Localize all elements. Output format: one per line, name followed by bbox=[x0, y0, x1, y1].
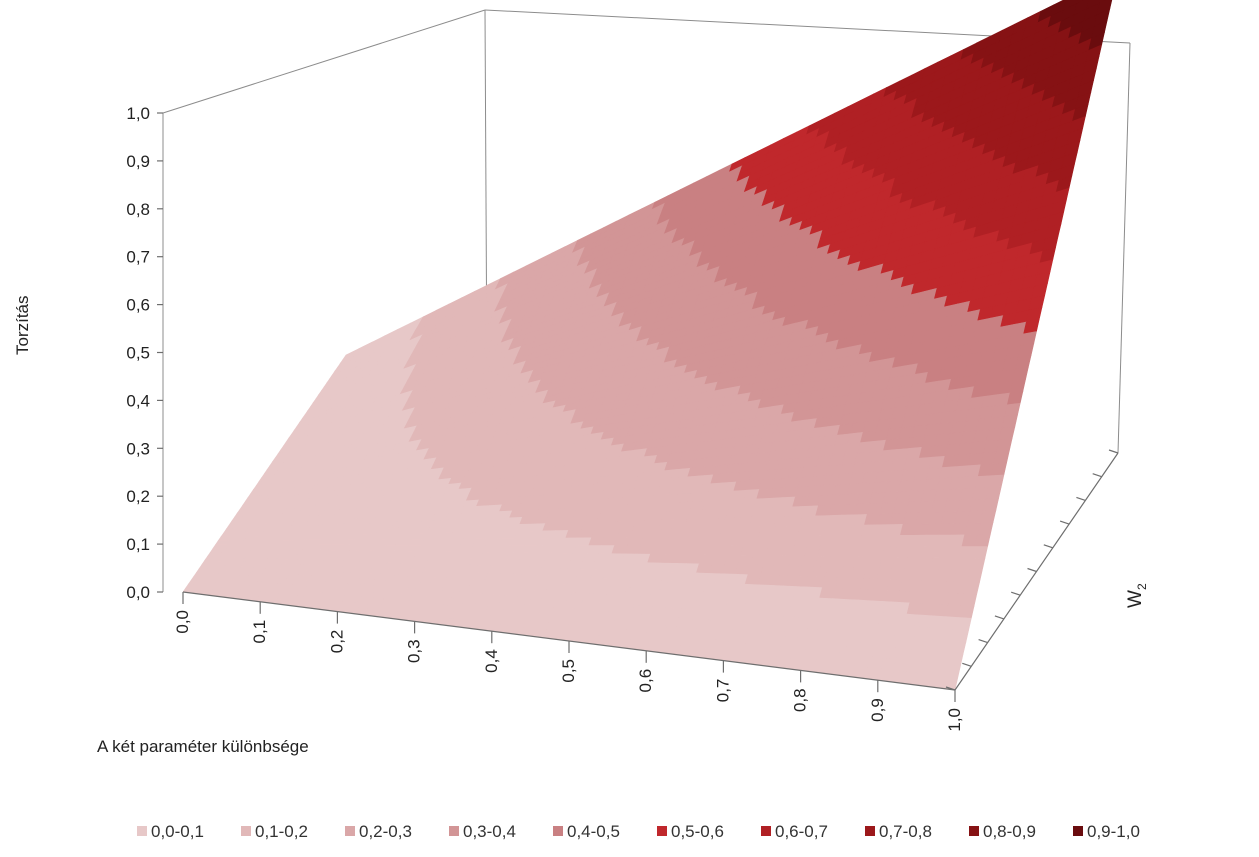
legend-label: 0,6-0,7 bbox=[775, 822, 828, 841]
w2-tick-mark bbox=[1043, 544, 1053, 549]
legend-swatch bbox=[969, 826, 979, 836]
surface-cell bbox=[947, 652, 964, 667]
legend-label: 0,0-0,1 bbox=[151, 822, 204, 841]
legend-item: 0,6-0,7 bbox=[761, 822, 828, 841]
legend-label: 0,8-0,9 bbox=[983, 822, 1036, 841]
legend-item: 0,5-0,6 bbox=[657, 822, 724, 841]
w2-tick-mark bbox=[945, 686, 956, 691]
legend-swatch bbox=[657, 826, 667, 836]
w2-axis-title-subscript: 2 bbox=[1135, 583, 1149, 590]
surface-cell bbox=[996, 438, 1013, 453]
surface-cell bbox=[952, 628, 969, 643]
z-tick-label: 0,0 bbox=[126, 583, 150, 602]
surface-cell bbox=[993, 450, 1010, 465]
surface-cell bbox=[982, 498, 999, 512]
w2-tick-mark bbox=[1027, 567, 1037, 573]
w2-tick-mark bbox=[978, 639, 988, 644]
z-tick-label: 0,2 bbox=[126, 487, 150, 506]
x-tick-label: 0,4 bbox=[482, 649, 501, 673]
z-axis: 0,0 0,1 0,2 0,3 0,4 0,5 0,6 0,7 0,8 0,9 1,0 bbox=[126, 104, 163, 602]
z-tick-label: 0,9 bbox=[126, 152, 150, 171]
w2-tick-mark bbox=[1076, 496, 1086, 501]
z-tick-label: 0,5 bbox=[126, 344, 150, 363]
legend-item: 0,8-0,9 bbox=[969, 822, 1036, 841]
surface-plot bbox=[182, 0, 1113, 691]
legend-item: 0,4-0,5 bbox=[553, 822, 620, 841]
legend-item: 0,0-0,1 bbox=[137, 822, 204, 841]
surface-cell bbox=[974, 534, 991, 547]
legend-swatch bbox=[761, 826, 771, 836]
x-axis: 0,0 0,1 0,2 0,3 0,4 0,5 0,6 0,7 0,8 0,9 1,0 bbox=[173, 591, 964, 732]
x-tick-label: 0,5 bbox=[559, 659, 578, 683]
surface-cell bbox=[944, 664, 961, 679]
legend-label: 0,4-0,5 bbox=[567, 822, 620, 841]
legend-label: 0,7-0,8 bbox=[879, 822, 932, 841]
z-tick-label: 0,6 bbox=[126, 296, 150, 315]
surface-cell bbox=[960, 593, 978, 607]
legend-label: 0,2-0,3 bbox=[359, 822, 412, 841]
w2-tick-mark bbox=[1059, 520, 1070, 525]
x-tick-label: 0,1 bbox=[250, 620, 269, 644]
legend-label: 0,3-0,4 bbox=[463, 822, 516, 841]
surface-cell bbox=[971, 546, 988, 559]
legend-swatch bbox=[137, 826, 147, 836]
w2-axis bbox=[945, 449, 1119, 691]
w2-tick-mark bbox=[962, 662, 972, 667]
legend-swatch bbox=[553, 826, 563, 836]
z-tick-label: 0,4 bbox=[126, 391, 150, 410]
surface-cell bbox=[987, 474, 1005, 488]
surface-cell bbox=[949, 640, 967, 655]
surface-cell bbox=[1006, 390, 1024, 406]
surface-cell bbox=[998, 426, 1016, 441]
w2-tick-mark bbox=[1092, 473, 1102, 478]
x-tick-label: 0,3 bbox=[405, 639, 424, 663]
legend-swatch bbox=[1073, 826, 1083, 836]
legend-item: 0,7-0,8 bbox=[865, 822, 932, 841]
x-tick-label: 1,0 bbox=[945, 708, 964, 732]
w2-axis-title-main: W bbox=[1125, 590, 1146, 608]
surface-cell bbox=[968, 558, 986, 571]
legend-swatch bbox=[449, 826, 459, 836]
legend-item: 0,9-1,0 bbox=[1073, 822, 1140, 841]
x-tick-label: 0,8 bbox=[791, 688, 810, 712]
w2-tick-mark bbox=[994, 615, 1005, 620]
z-tick-label: 0,3 bbox=[126, 439, 150, 458]
legend-label: 0,5-0,6 bbox=[671, 822, 724, 841]
w2-axis-title: W 2 bbox=[1125, 583, 1149, 608]
x-tick-label: 0,0 bbox=[173, 610, 192, 634]
surface-cell bbox=[955, 617, 972, 631]
surface-cell bbox=[979, 510, 997, 524]
legend-swatch bbox=[345, 826, 355, 836]
z-tick-label: 0,1 bbox=[126, 535, 150, 554]
surface-cell bbox=[966, 569, 983, 583]
surface-cell bbox=[990, 462, 1007, 477]
x-axis-title: A két paraméter különbsége bbox=[97, 737, 309, 756]
surface-cell bbox=[985, 486, 1002, 500]
x-tick-label: 0,7 bbox=[713, 679, 732, 703]
legend-item: 0,3-0,4 bbox=[449, 822, 516, 841]
z-axis-title: Torzítás bbox=[13, 295, 32, 355]
legend-swatch bbox=[241, 826, 251, 836]
legend: 0,0-0,1 0,1-0,2 0,2-0,3 0,3-0,4 0,4-0,5 0,5-0… bbox=[137, 822, 1140, 841]
legend-swatch bbox=[865, 826, 875, 836]
w2-tick-mark bbox=[1011, 591, 1021, 596]
surface-cell bbox=[963, 581, 980, 595]
legend-label: 0,1-0,2 bbox=[255, 822, 308, 841]
x-tick-label: 0,2 bbox=[327, 630, 346, 654]
w2-tick-mark bbox=[1108, 449, 1119, 454]
z-tick-label: 0,7 bbox=[126, 248, 150, 267]
legend-label: 0,9-1,0 bbox=[1087, 822, 1140, 841]
legend-item: 0,2-0,3 bbox=[345, 822, 412, 841]
surface-cell bbox=[977, 522, 994, 536]
z-tick-label: 1,0 bbox=[126, 104, 150, 123]
surface-cell bbox=[1004, 402, 1021, 417]
legend-item: 0,1-0,2 bbox=[241, 822, 308, 841]
surface-cell bbox=[958, 605, 975, 619]
x-tick-label: 0,6 bbox=[636, 669, 655, 693]
x-tick-label: 0,9 bbox=[868, 698, 887, 722]
surface-cell bbox=[1001, 414, 1018, 429]
z-tick-label: 0,8 bbox=[126, 200, 150, 219]
